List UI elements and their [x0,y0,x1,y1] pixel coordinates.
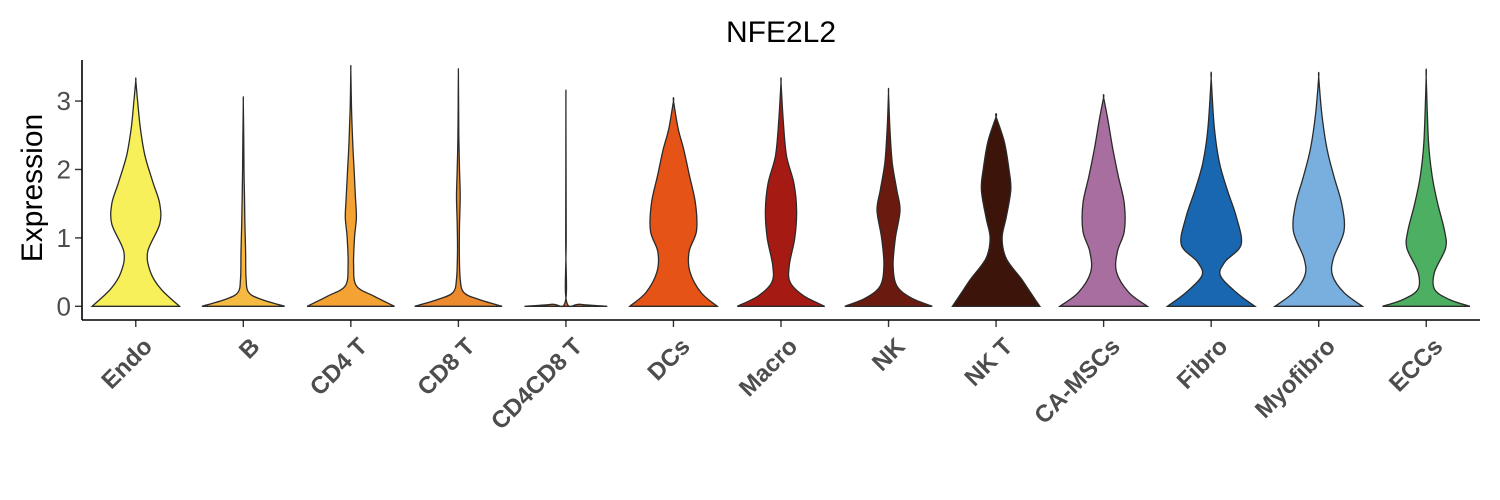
violin-macro [737,77,825,307]
x-tick-label: B [234,333,265,364]
violin-cd4-t [306,64,395,307]
x-tick-label: Macro [734,333,803,402]
violin-nk-t [951,112,1042,307]
x-tick-label: Endo [96,333,158,395]
violin-b [201,96,285,307]
y-axis-label: Expression [16,114,49,262]
x-tick-label: Fibro [1172,333,1234,395]
y-tick-label: 3 [57,86,71,116]
x-tick-label: CD4CD8 T [486,333,588,435]
x-tick-label: CA-MSCs [1029,333,1125,429]
violin-endo [90,77,182,307]
violin-eccs [1382,68,1471,307]
y-tick-label: 2 [57,154,71,184]
x-tick-label: NK [867,333,911,377]
violin-myofibro [1273,71,1365,307]
violin-group [90,64,1471,308]
violin-fibro [1165,71,1257,307]
y-tick-label: 0 [57,291,71,321]
chart-title: NFE2L2 [726,16,836,49]
violin-cd8-t [414,68,503,307]
violin-cd4cd8-t [524,89,608,308]
x-tick-label: CD8 T [412,333,480,401]
x-tick-label: NK T [960,333,1019,392]
x-tick-label: ECCs [1384,333,1448,397]
x-tick-label: CD4 T [305,333,373,401]
violin-ca-mscs [1057,93,1150,307]
x-axis-ticks: Endo B CD4 T CD8 T CD4CD8 T DCs Macro NK NK T CA-… [96,320,1448,435]
y-tick-label: 1 [57,223,71,253]
violin-nk [844,87,933,307]
violin-dcs [628,97,719,307]
y-axis-ticks: 0 1 2 3 [57,86,82,321]
x-tick-label: Myofibro [1250,333,1341,424]
x-tick-label: DCs [643,333,696,386]
